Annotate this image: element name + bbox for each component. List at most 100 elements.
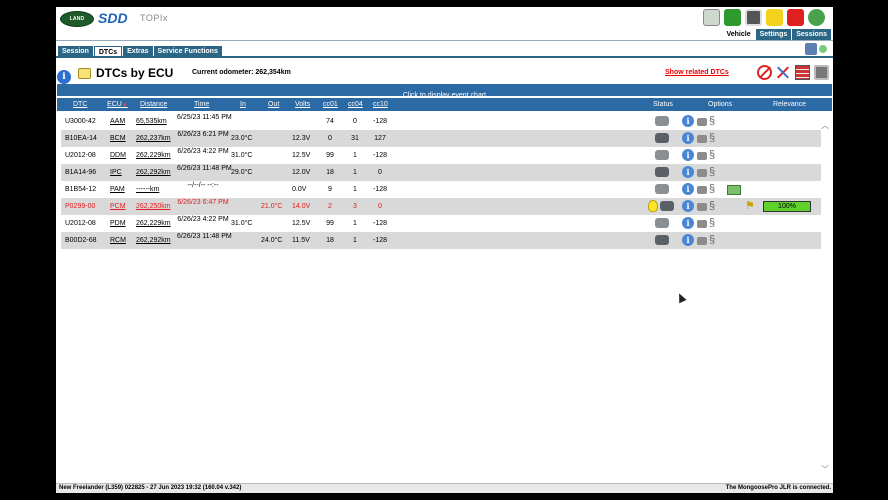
ecu-cell[interactable]: PCM [110, 203, 126, 210]
camera-icon[interactable] [697, 186, 707, 194]
camera-icon[interactable] [697, 220, 707, 228]
cc01-cell: 2 [328, 203, 332, 210]
col-relevance: Relevance [773, 101, 807, 108]
cc04-cell: 3 [353, 203, 357, 210]
dtc-info-icon[interactable]: i [682, 166, 694, 178]
topix-logo: TOPIx [140, 13, 168, 23]
cc10-cell: -128 [372, 152, 387, 159]
car-icon[interactable] [703, 9, 720, 26]
stethoscope-icon[interactable]: § [709, 234, 716, 246]
filter-off-icon[interactable] [757, 65, 772, 80]
report-icon[interactable] [795, 65, 810, 80]
stethoscope-icon[interactable]: § [709, 166, 716, 178]
camera-icon[interactable] [697, 152, 707, 160]
module-icon[interactable] [727, 185, 741, 195]
col-time[interactable]: Time [194, 101, 210, 108]
volts-cell: 11.5V [292, 237, 310, 244]
col-cc04[interactable]: cc04 [348, 101, 363, 108]
time-cell: 6/26/23 11:48 PM [177, 233, 232, 240]
ecu-cell[interactable]: RCM [110, 237, 126, 244]
col-volts[interactable]: Volts [295, 101, 311, 108]
tab-settings[interactable]: Settings [755, 29, 792, 40]
col-out[interactable]: Out [268, 101, 280, 108]
table-row[interactable]: B10EA-14 BCM 262,237km 23.0°C 12.3V 6/26/23 6… [61, 130, 821, 147]
cc01-cell: 9 [328, 186, 332, 193]
user-network-icon[interactable] [805, 43, 817, 55]
col-dtc[interactable]: DTC [73, 101, 88, 108]
cc04-cell: 1 [353, 220, 357, 227]
print-icon[interactable] [814, 65, 829, 80]
dtc-info-icon[interactable]: i [682, 234, 694, 246]
tab-vehicle[interactable]: Vehicle [722, 29, 755, 40]
out-temp-cell: 24.0°C [261, 237, 283, 244]
show-related-dtcs-link[interactable]: Show related DTCs [665, 69, 729, 76]
globe-icon[interactable] [808, 9, 825, 26]
distance-cell[interactable]: 262,229km [136, 220, 171, 227]
ecu-cell[interactable]: PDM [110, 220, 126, 227]
cc01-cell: 99 [326, 152, 334, 159]
distance-cell[interactable]: 262,292km [136, 169, 171, 176]
time-cell: 6/26/23 4:22 PM [177, 216, 229, 223]
dtc-info-icon[interactable]: i [682, 200, 694, 212]
ecu-cell[interactable]: PAM [110, 186, 125, 193]
subtab-extras[interactable]: Extras [123, 46, 153, 57]
camera-icon[interactable] [697, 135, 707, 143]
dtc-cell: B10EA-14 [65, 135, 97, 142]
camera-icon[interactable] [697, 169, 707, 177]
dtc-cell: B1A14-96 [65, 169, 97, 176]
table-row[interactable]: U2012-08 PDM 262,229km 31.0°C 12.5V 6/26/23 4… [61, 215, 821, 232]
stethoscope-icon[interactable]: § [709, 149, 716, 161]
time-cell: 6/26/23 6:47 PM [177, 199, 229, 206]
tab-sessions[interactable]: Sessions [792, 29, 831, 40]
camera-icon[interactable] [697, 118, 707, 126]
stethoscope-icon[interactable]: § [709, 217, 716, 229]
dtc-info-icon[interactable]: i [682, 149, 694, 161]
dtc-cell: U3000-42 [65, 118, 96, 125]
camera-icon[interactable] [697, 237, 707, 245]
table-row[interactable]: B00D2-68 RCM 262,292km 24.0°C 11.5V 6/26/23 1… [61, 232, 821, 249]
table-row[interactable]: B1B54-12 PAM ------km 0.0V --/--/-- --:-- 9 1 -… [61, 181, 821, 198]
cc10-cell: 127 [374, 135, 386, 142]
rss-icon[interactable] [787, 9, 804, 26]
status-icon [655, 167, 669, 177]
distance-cell[interactable]: 262,250km [136, 203, 171, 210]
col-cc10[interactable]: cc10 [373, 101, 388, 108]
table-row[interactable]: U3000-42 AAM 65,535km 6/25/23 11:45 PM 74 0 -1… [61, 113, 821, 130]
col-cc01[interactable]: cc01 [323, 101, 338, 108]
dtc-info-icon[interactable]: i [682, 132, 694, 144]
dtc-info-icon[interactable]: i [682, 217, 694, 229]
dtc-info-icon[interactable]: i [682, 183, 694, 195]
col-distance[interactable]: Distance [140, 101, 168, 108]
scroll-up-arrow-icon[interactable]: ︿ [821, 121, 829, 130]
distance-cell[interactable]: 262,229km [136, 152, 171, 159]
ecu-cell[interactable]: IPC [110, 169, 122, 176]
table-row[interactable]: P0299-00 PCM 262,250km 21.0°C 14.0V 6/26/23 6… [61, 198, 821, 215]
subtab-service-functions[interactable]: Service Functions [153, 46, 222, 57]
ecu-cell[interactable]: AAM [110, 118, 126, 125]
event-chart-link[interactable]: Click to display event chart [402, 92, 487, 99]
stethoscope-icon[interactable]: § [709, 200, 716, 212]
clear-dtcs-icon[interactable] [776, 65, 791, 80]
stethoscope-icon[interactable]: § [709, 115, 716, 127]
distance-cell[interactable]: 65,535km [136, 118, 167, 125]
ecu-cell[interactable]: BCM [110, 135, 126, 142]
page-info-icon[interactable]: i [57, 66, 71, 84]
ecu-cell[interactable]: DDM [110, 152, 126, 159]
distance-cell[interactable]: ------km [136, 186, 160, 193]
col-ecu[interactable]: ECU▲ [107, 101, 128, 108]
stethoscope-icon[interactable]: § [709, 183, 716, 195]
table-row[interactable]: B1A14-96 IPC 262,292km 29.0°C 12.0V 6/26/23 1… [61, 164, 821, 181]
col-in[interactable]: In [240, 101, 246, 108]
scroll-down-arrow-icon[interactable]: ﹀ [821, 465, 829, 474]
dtc-info-icon[interactable]: i [682, 115, 694, 127]
printer-icon[interactable] [745, 9, 762, 26]
distance-cell[interactable]: 262,292km [136, 237, 171, 244]
distance-cell[interactable]: 262,237km [136, 135, 171, 142]
camera-icon[interactable] [697, 203, 707, 211]
subtab-session[interactable]: Session [58, 46, 93, 57]
table-row[interactable]: U2012-08 DDM 262,229km 31.0°C 12.5V 6/26/23 4… [61, 147, 821, 164]
plug-icon[interactable] [724, 9, 741, 26]
stethoscope-icon[interactable]: § [709, 132, 716, 144]
notes-icon[interactable] [766, 9, 783, 26]
subtab-dtcs[interactable]: DTCs [93, 46, 123, 57]
